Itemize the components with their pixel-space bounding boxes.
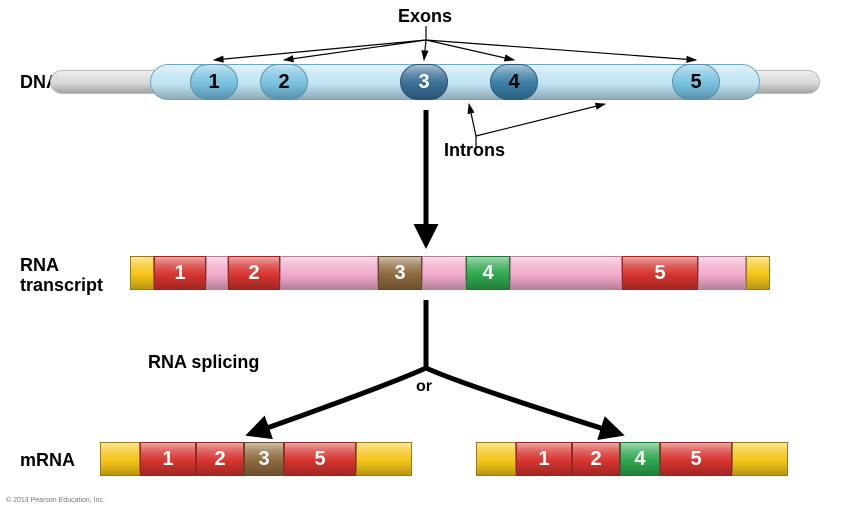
rna-exon-1: 1 <box>154 256 206 290</box>
dna-exon-5: 5 <box>672 64 720 100</box>
dna-exon-5-num: 5 <box>690 71 701 94</box>
mrna-left-exon-2: 2 <box>196 442 244 476</box>
dna-exon-2: 2 <box>260 64 308 100</box>
mrna-left-exon-2-num: 2 <box>214 448 225 471</box>
rna-intron-9 <box>698 256 746 290</box>
dna-exon-4: 4 <box>490 64 538 100</box>
mrna-right-exon-5: 5 <box>660 442 732 476</box>
mrna-right-exon-2: 2 <box>572 442 620 476</box>
dna-exon-3: 3 <box>400 64 448 100</box>
dna-exon-4-num: 4 <box>508 71 519 94</box>
rna-cap-right <box>746 256 770 290</box>
mrna-left-exon-1-num: 1 <box>162 448 173 471</box>
mrna-left-cap-right <box>356 442 412 476</box>
mrna-right-exon-4-num: 4 <box>634 448 645 471</box>
mrna-right-cap-left <box>476 442 516 476</box>
mrna-left-exon-3: 3 <box>244 442 284 476</box>
mrna-left-exon-1: 1 <box>140 442 196 476</box>
mrna-right-exon-4: 4 <box>620 442 660 476</box>
rna-exon-2: 2 <box>228 256 280 290</box>
rna-exon-2-num: 2 <box>248 262 259 285</box>
mrna-right-exon-2-num: 2 <box>590 448 601 471</box>
mrna-right-exon-1-num: 1 <box>538 448 549 471</box>
dna-exon-2-num: 2 <box>278 71 289 94</box>
mrna-right-cap-right <box>732 442 788 476</box>
rna-exon-4: 4 <box>466 256 510 290</box>
rna-exon-1-num: 1 <box>174 262 185 285</box>
rna-exon-5: 5 <box>622 256 698 290</box>
mrna-right-exon-1: 1 <box>516 442 572 476</box>
rna-exon-3: 3 <box>378 256 422 290</box>
rna-intron-1 <box>206 256 228 290</box>
mrna-left-exon-3-num: 3 <box>258 448 269 471</box>
mrna-left-exon-5: 5 <box>284 442 356 476</box>
mrna-right-exon-5-num: 5 <box>690 448 701 471</box>
diagram-stage: Exons DNA Introns RNA transcript RNA spl… <box>0 0 858 510</box>
rna-exon-5-num: 5 <box>654 262 665 285</box>
dna-gene-body <box>150 64 760 100</box>
rna-cap-left <box>130 256 154 290</box>
rna-intron-5 <box>422 256 466 290</box>
rna-exon-3-num: 3 <box>394 262 405 285</box>
rna-exon-4-num: 4 <box>482 262 493 285</box>
dna-exon-3-num: 3 <box>418 71 429 94</box>
mrna-left-cap-left <box>100 442 140 476</box>
dna-exon-1-num: 1 <box>208 71 219 94</box>
mrna-left-exon-5-num: 5 <box>314 448 325 471</box>
rna-intron-3 <box>280 256 378 290</box>
rna-intron-7 <box>510 256 622 290</box>
dna-exon-1: 1 <box>190 64 238 100</box>
